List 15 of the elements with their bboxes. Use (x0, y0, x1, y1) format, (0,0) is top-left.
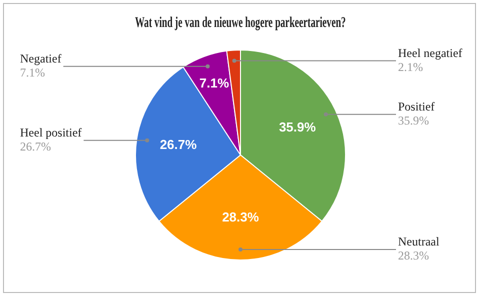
text: 26.7% (20, 140, 51, 154)
slice-label: Neutraal (398, 234, 440, 249)
text: 35.9% (398, 114, 429, 128)
slice-label: Positief (398, 100, 435, 114)
text: 7.1% (20, 66, 45, 80)
data-label: 26.7% (160, 136, 198, 152)
slice-label: Heel negatief (398, 46, 462, 60)
slice-label: Negatief (20, 52, 62, 66)
data-label: 35.9% (278, 120, 316, 135)
chart-title: Wat vind je van de nieuwe hogere parkeertarieven? (135, 14, 346, 30)
data-label: 7.1% (199, 76, 230, 91)
data-label: 2.1% (398, 60, 423, 74)
slice-label: Heel positief (20, 126, 82, 140)
data-label: 28.3% (222, 210, 260, 225)
text: 28.3% (398, 248, 429, 263)
